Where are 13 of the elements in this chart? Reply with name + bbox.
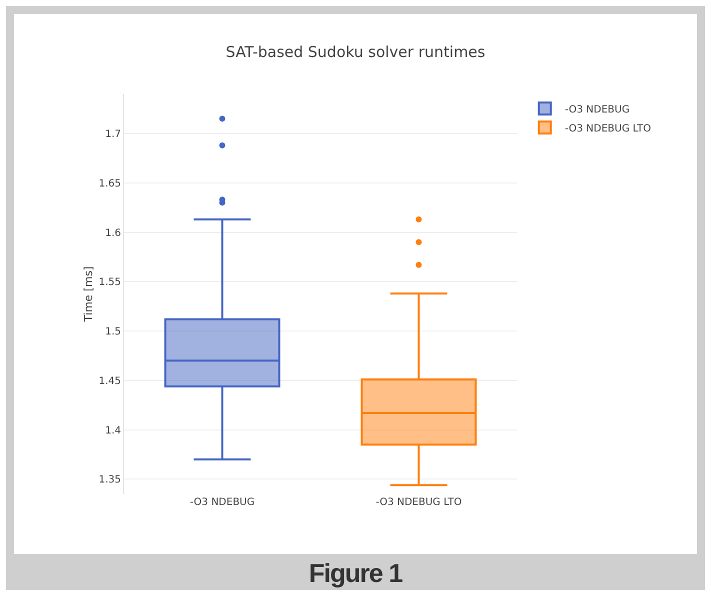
y-tick-label: 1.7 [105, 129, 121, 140]
caption: Figure 1 [308, 557, 404, 590]
y-tick-label: 1.35 [98, 474, 121, 486]
legend-label: -O3 NDEBUG LTO [564, 123, 652, 134]
y-tick-label: 1.6 [105, 228, 121, 239]
y-tick-label: 1.45 [98, 376, 121, 387]
y-tick-label: 1.5 [105, 326, 121, 338]
chart-title: SAT-based Sudoku solver runtimes [226, 42, 486, 61]
y-tick-label: 1.65 [98, 178, 121, 190]
legend-label: -O3 NDEBUG [564, 104, 630, 116]
y-tick-label: 1.55 [98, 277, 121, 288]
y-axis-title: Time [ms] [82, 266, 95, 323]
y-tick-label: 1.4 [105, 425, 121, 436]
